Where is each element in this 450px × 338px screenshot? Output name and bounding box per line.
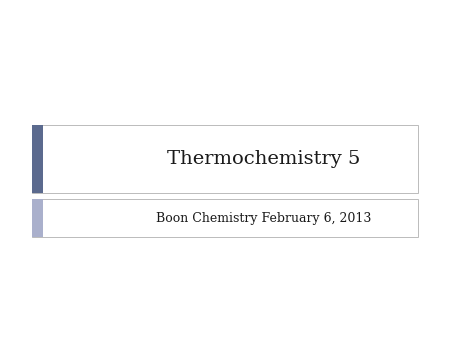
Bar [32,199,419,237]
Bar [32,125,419,193]
Text: Thermochemistry 5: Thermochemistry 5 [167,150,360,168]
Bar [32,125,43,193]
Text: Boon Chemistry February 6, 2013: Boon Chemistry February 6, 2013 [156,212,371,224]
Bar [32,199,43,237]
